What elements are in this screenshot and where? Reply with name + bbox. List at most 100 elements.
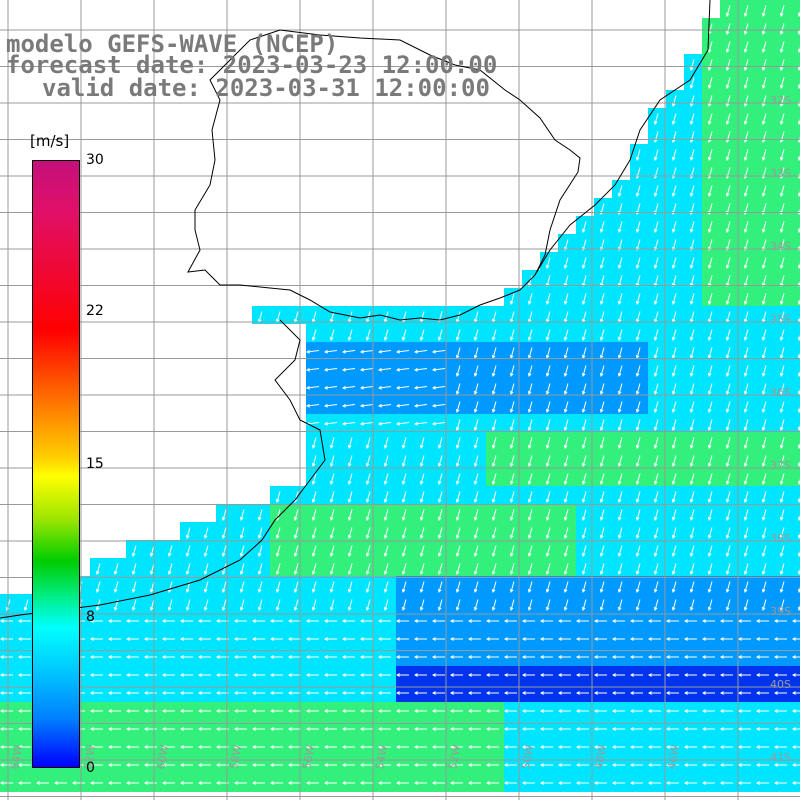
- wind-arrow: [773, 619, 787, 623]
- wind-arrow: [179, 709, 193, 713]
- wind-arrow: [473, 509, 479, 522]
- wind-arrow: [707, 437, 713, 450]
- wind-arrow: [527, 509, 533, 522]
- wind-arrow: [665, 763, 679, 767]
- wind-arrow: [377, 727, 391, 731]
- wind-cell: [792, 324, 800, 342]
- wind-arrow: [449, 655, 463, 659]
- wind-arrow: [347, 491, 353, 504]
- wind-arrow: [179, 619, 193, 623]
- wind-arrow: [341, 619, 355, 623]
- wind-arrow: [635, 419, 641, 432]
- wind-arrow: [689, 491, 695, 504]
- wind-arrow: [365, 455, 371, 468]
- wind-arrow: [581, 401, 587, 414]
- wind-arrow: [491, 491, 497, 504]
- wind-arrow: [665, 673, 679, 677]
- wind-arrow: [383, 455, 389, 468]
- wind-arrow: [725, 23, 731, 36]
- wind-arrow: [143, 709, 157, 713]
- wind-arrow: [395, 763, 409, 767]
- wind-arrow: [197, 709, 211, 713]
- wind-arrow: [683, 781, 697, 785]
- wind-arrow: [761, 437, 767, 450]
- wind-arrow: [257, 527, 263, 540]
- wind-arrow: [161, 781, 175, 785]
- wind-arrow: [725, 257, 731, 270]
- wind-arrow: [653, 473, 659, 486]
- wind-cell: [792, 540, 800, 558]
- wind-arrow: [701, 619, 715, 623]
- wind-arrow: [653, 527, 659, 540]
- wind-arrow: [635, 185, 641, 198]
- wind-arrow: [419, 527, 425, 540]
- wind-arrow: [197, 781, 211, 785]
- wind-arrow: [719, 673, 733, 677]
- wind-arrow: [671, 527, 677, 540]
- wind-arrow: [725, 41, 731, 54]
- wind-arrow: [611, 709, 625, 713]
- wind-cell: [792, 288, 800, 306]
- wind-arrow: [287, 637, 301, 641]
- wind-arrow: [719, 637, 733, 641]
- wind-arrow: [761, 131, 767, 144]
- wind-arrow: [719, 745, 733, 749]
- wind-arrow: [617, 329, 623, 342]
- wind-arrow: [239, 599, 245, 612]
- wind-arrow: [725, 491, 731, 504]
- wind-arrow: [707, 401, 713, 414]
- wind-arrow: [329, 491, 335, 504]
- wind-arrow: [107, 691, 121, 695]
- wind-arrow: [395, 349, 410, 354]
- wind-arrow: [707, 419, 713, 432]
- wind-arrow: [707, 383, 713, 396]
- wind-arrow: [287, 709, 301, 713]
- wind-arrow: [563, 581, 569, 594]
- wind-arrow: [761, 257, 767, 270]
- wind-arrow: [617, 185, 623, 198]
- wind-arrow: [251, 781, 265, 785]
- wind-arrow: [665, 655, 679, 659]
- wind-arrow: [455, 563, 461, 576]
- wind-arrow: [17, 763, 31, 767]
- wind-arrow: [233, 727, 247, 731]
- wind-arrow: [671, 419, 677, 432]
- wind-arrow: [257, 581, 263, 594]
- wind-arrow: [635, 221, 641, 234]
- wind-arrow: [593, 691, 607, 695]
- wind-arrow: [653, 113, 659, 126]
- wind-arrow: [527, 437, 533, 450]
- wind-arrow: [341, 709, 355, 713]
- wind-arrow: [653, 131, 659, 144]
- wind-cell: [792, 234, 800, 252]
- wind-arrow: [593, 637, 607, 641]
- wind-arrow: [509, 383, 515, 396]
- wind-arrow: [401, 509, 407, 522]
- wind-arrow: [581, 563, 587, 576]
- wind-arrow: [143, 745, 157, 749]
- wind-arrow: [743, 113, 749, 126]
- wind-arrow: [17, 691, 31, 695]
- wind-arrow: [359, 763, 373, 767]
- wind-arrow: [401, 599, 407, 612]
- wind-arrow: [743, 383, 749, 396]
- wind-arrow: [689, 293, 695, 306]
- wind-arrow: [773, 655, 787, 659]
- wind-arrow: [437, 563, 443, 576]
- wind-arrow: [359, 421, 374, 426]
- wind-arrow: [491, 383, 497, 396]
- wind-arrow: [599, 581, 605, 594]
- wind-arrow: [581, 329, 587, 342]
- wind-arrow: [557, 727, 571, 731]
- wind-arrow: [617, 599, 623, 612]
- wind-arrow: [647, 673, 661, 677]
- wind-arrow: [671, 437, 677, 450]
- wind-arrow: [545, 257, 551, 270]
- wind-arrow: [689, 221, 695, 234]
- wind-arrow: [527, 383, 533, 396]
- wind-arrow: [779, 221, 785, 234]
- wind-arrow: [305, 781, 319, 785]
- wind-arrow: [707, 527, 713, 540]
- wind-arrow: [575, 655, 589, 659]
- wind-arrow: [0, 619, 13, 623]
